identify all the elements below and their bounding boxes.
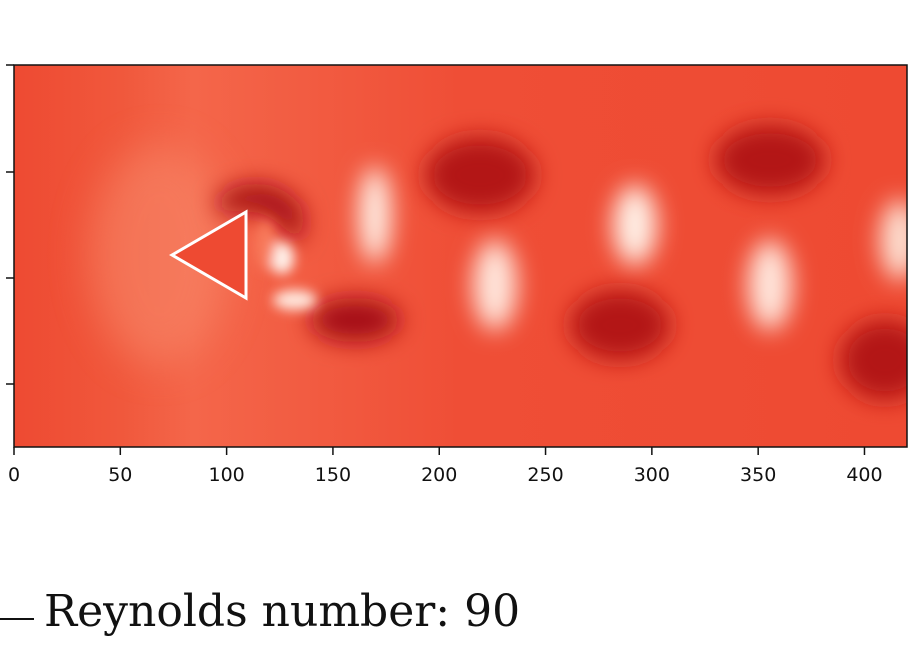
upstream-light-zone bbox=[90, 145, 230, 365]
x-tick-label: 150 bbox=[315, 464, 351, 486]
wake-light-spot-2 bbox=[273, 290, 317, 310]
light-vortices bbox=[359, 167, 907, 330]
x-tick-label: 250 bbox=[527, 464, 563, 486]
vortex-dark-4 bbox=[310, 298, 400, 342]
x-tick-label: 0 bbox=[8, 464, 20, 486]
vortex-dark-6 bbox=[840, 320, 907, 400]
y-ticks bbox=[6, 64, 14, 385]
vortex-dark-2 bbox=[425, 137, 535, 213]
triangle-obstacle bbox=[169, 209, 248, 301]
vortex-dark-3 bbox=[715, 125, 825, 195]
vortex-light-2 bbox=[473, 240, 517, 330]
vortex-dark-5 bbox=[570, 290, 670, 360]
vortex-light-4 bbox=[748, 240, 792, 330]
vortex-dark-1 bbox=[215, 183, 305, 243]
caption: Reynolds number: 90 bbox=[0, 586, 520, 637]
vortex-light-3 bbox=[613, 185, 657, 265]
legend-dash bbox=[0, 617, 34, 620]
x-tick-label: 50 bbox=[108, 464, 132, 486]
wake-mid-spot bbox=[255, 220, 275, 270]
near-wake bbox=[255, 220, 317, 310]
vortex-light-1 bbox=[359, 167, 391, 263]
dark-vortices bbox=[215, 125, 907, 400]
x-tick-label: 100 bbox=[208, 464, 244, 486]
vortex-light-5 bbox=[880, 200, 907, 280]
heatmap-field bbox=[14, 65, 907, 447]
x-tick-label: 350 bbox=[740, 464, 776, 486]
x-tick-label: 200 bbox=[421, 464, 457, 486]
x-axis: 0 50 100 150 200 250 300 350 400 bbox=[8, 447, 883, 486]
wake-light-spot-1 bbox=[270, 242, 294, 274]
x-tick-label: 300 bbox=[634, 464, 670, 486]
caption-text: Reynolds number: 90 bbox=[44, 586, 521, 637]
x-tick-label: 400 bbox=[846, 464, 882, 486]
plot-frame bbox=[13, 64, 908, 448]
vorticity-plot: 0 50 100 150 200 250 300 350 400 bbox=[6, 64, 908, 486]
